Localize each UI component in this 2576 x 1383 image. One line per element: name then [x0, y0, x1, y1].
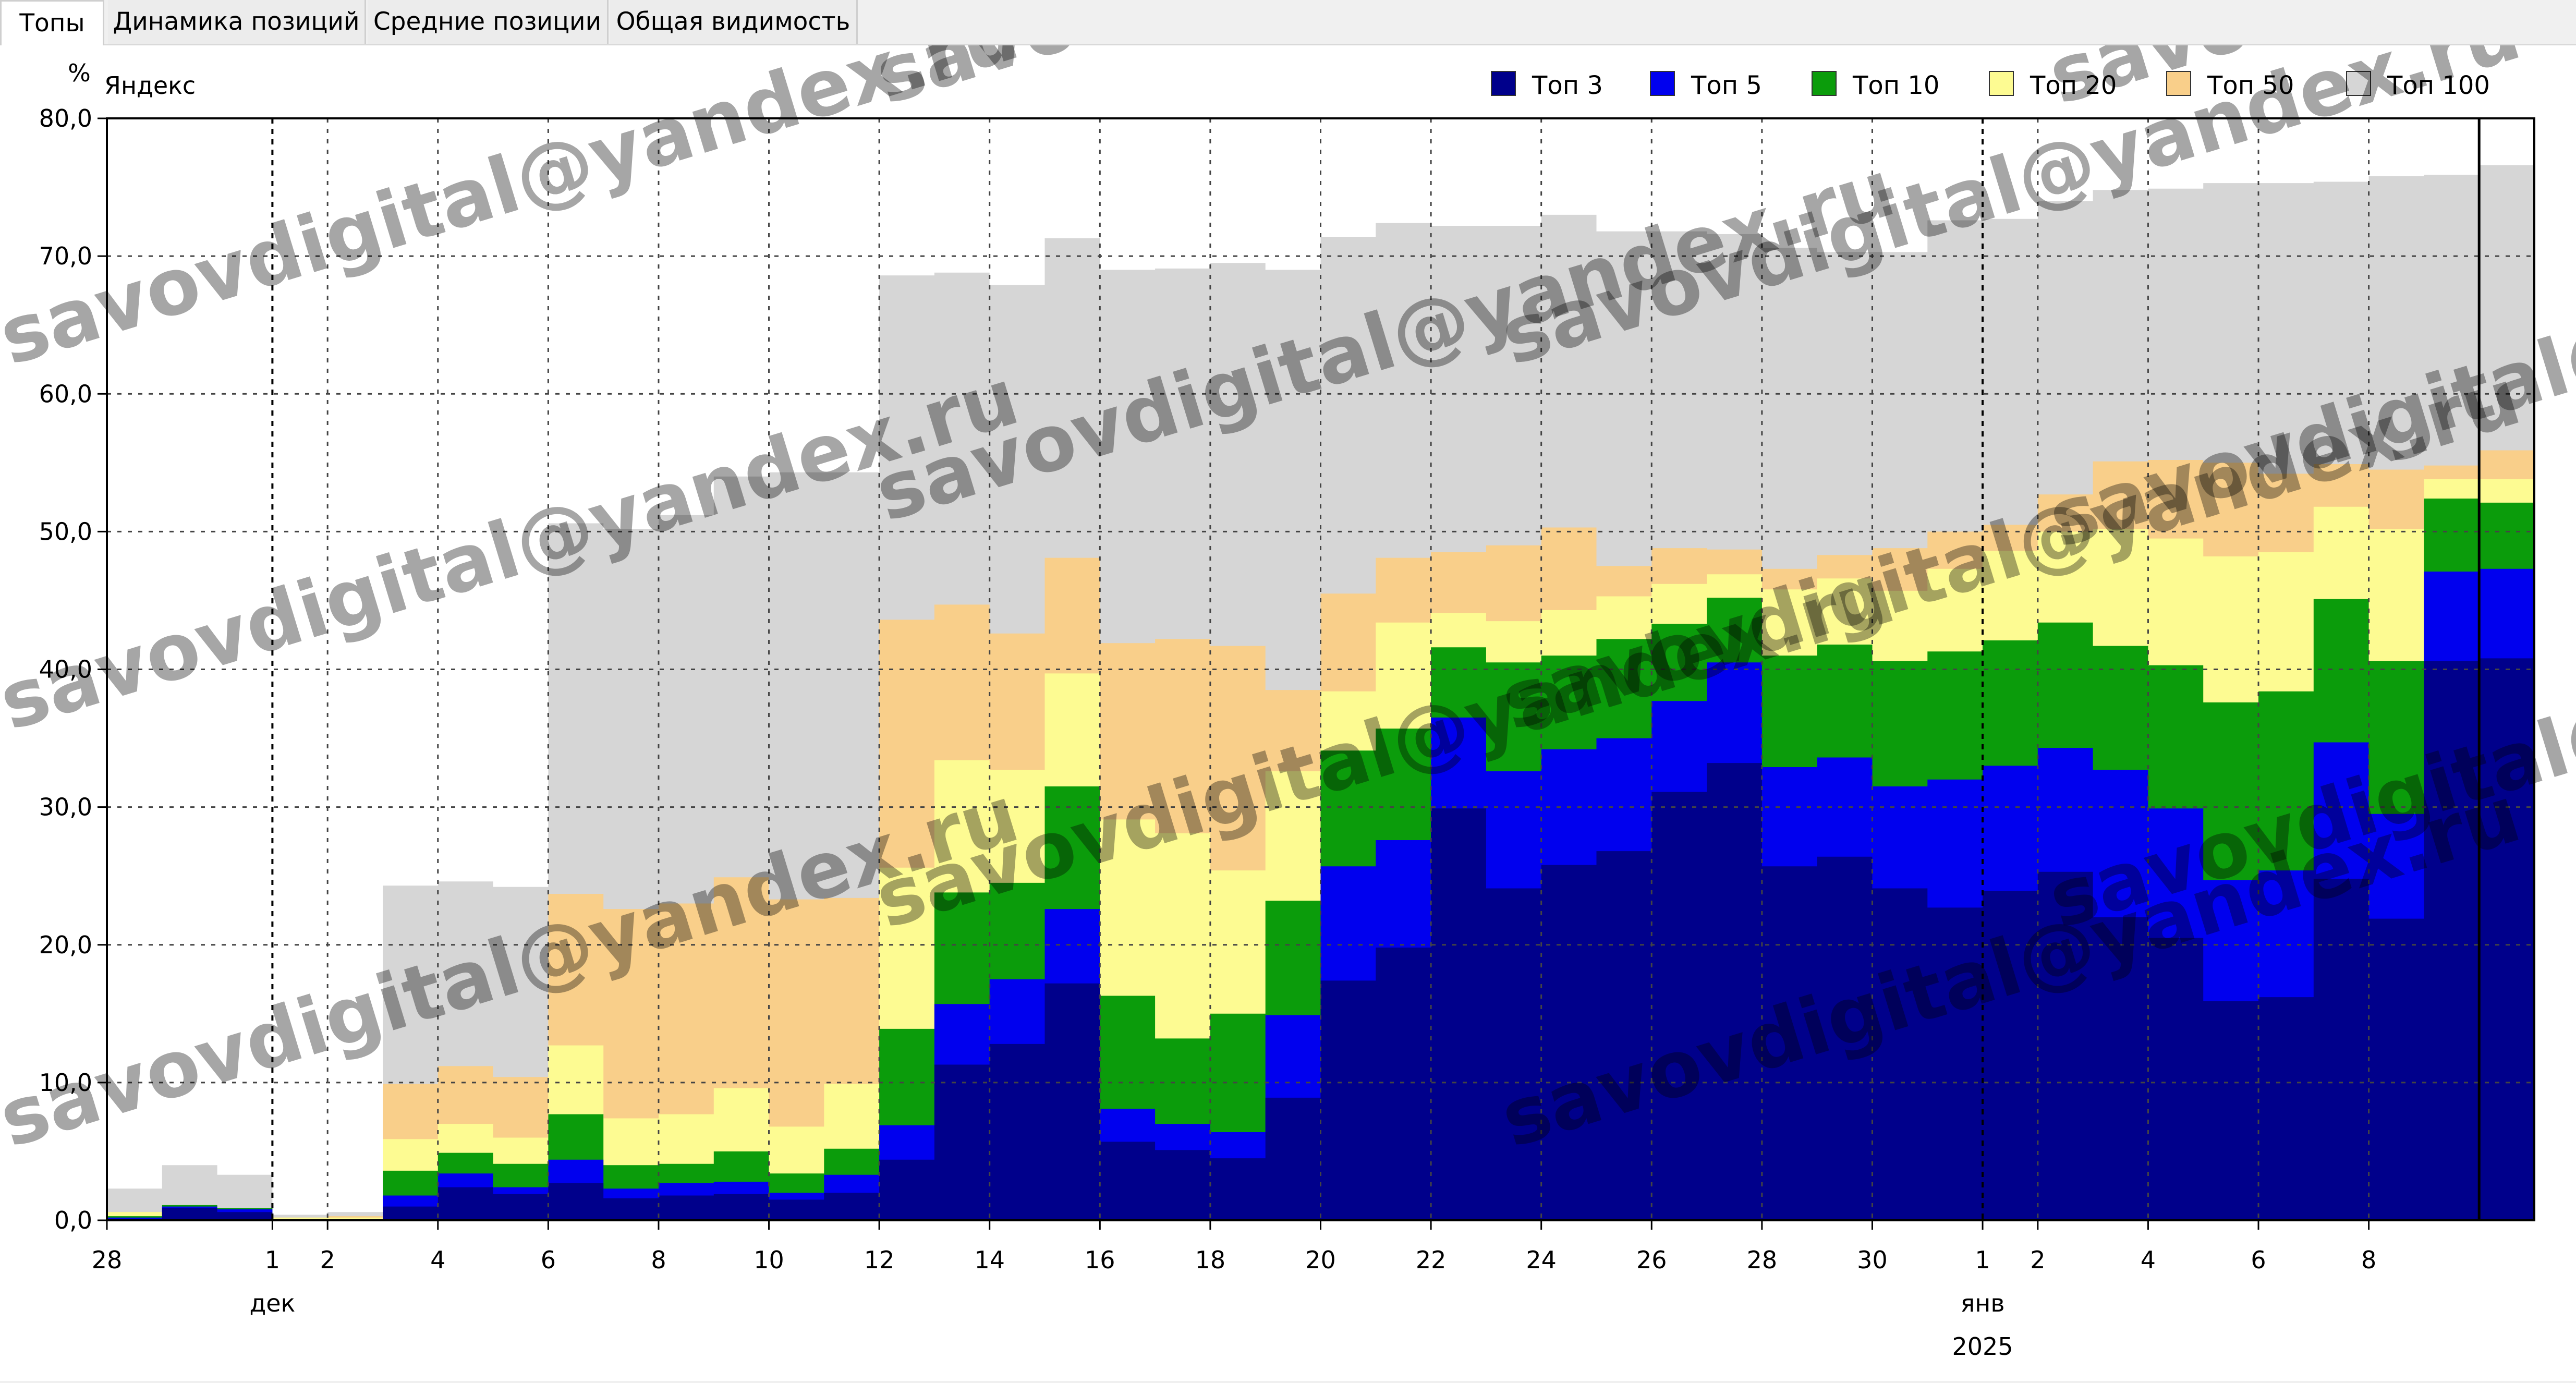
y-tick-label: 70,0 — [39, 242, 92, 270]
chart-title: Яндекс — [104, 71, 196, 100]
y-tick-label: 10,0 — [39, 1069, 92, 1097]
tab-overall-visibility[interactable]: Общая видимость — [610, 0, 858, 44]
legend-swatch — [1989, 71, 2014, 96]
legend-swatch — [1812, 71, 1837, 96]
legend: Топ 3 Топ 5 Топ 10 Топ 20 Топ 50 Топ 100 — [1491, 71, 2490, 100]
month-boundary-lines — [271, 118, 2481, 1220]
x-tick-label: 28 — [92, 1246, 123, 1274]
y-tick-label: 0,0 — [54, 1206, 92, 1234]
legend-label: Топ 10 — [1852, 71, 1939, 100]
year-label: 2025 — [1952, 1332, 2013, 1361]
x-tick-label: 4 — [430, 1246, 445, 1274]
x-tick-label: 4 — [2141, 1246, 2156, 1274]
y-axis: 0,0 10,0 20,0 30,0 40,0 50,0 60,0 70,0 80,0 — [39, 104, 107, 1234]
legend-label: Топ 50 — [2207, 71, 2294, 100]
legend-swatch — [1650, 71, 1675, 96]
y-axis-unit: % — [68, 59, 91, 87]
x-tick-label: 14 — [974, 1246, 1005, 1274]
tab-tops[interactable]: Топы — [0, 0, 104, 46]
x-tick-label: 1 — [265, 1246, 280, 1274]
month-label: дек — [249, 1289, 295, 1317]
x-tick-label: 10 — [754, 1246, 784, 1274]
y-tick-label: 40,0 — [39, 656, 92, 684]
tab-average-positions[interactable]: Средние позиции — [368, 0, 609, 44]
series-areas — [107, 165, 2534, 1220]
x-tick-label: 22 — [1416, 1246, 1447, 1274]
y-tick-label: 50,0 — [39, 517, 92, 545]
tab-bar: Топы Динамика позиций Средние позиции Об… — [0, 0, 2576, 46]
x-tick-label: 6 — [541, 1246, 556, 1274]
x-tick-label: 8 — [651, 1246, 666, 1274]
x-tick-label: 12 — [864, 1246, 895, 1274]
series-area-топ-3 — [107, 658, 2534, 1220]
x-tick-label: 16 — [1085, 1246, 1115, 1274]
legend-label: Топ 3 — [1532, 71, 1603, 100]
legend-swatch — [1491, 71, 1516, 96]
x-tick-label: 1 — [1975, 1246, 1990, 1274]
tab-position-dynamics[interactable]: Динамика позиций — [108, 0, 366, 44]
x-tick-label: 2 — [320, 1246, 335, 1274]
y-tick-label: 20,0 — [39, 931, 92, 959]
x-tick-label: 26 — [1636, 1246, 1667, 1274]
x-tick-label: 24 — [1526, 1246, 1557, 1274]
month-label: янв — [1961, 1289, 2005, 1317]
x-tick-label: 8 — [2361, 1246, 2376, 1274]
legend-label: Топ 100 — [2387, 71, 2490, 100]
legend-label: Топ 5 — [1691, 71, 1762, 100]
x-tick-label: 20 — [1305, 1246, 1336, 1274]
y-tick-label: 80,0 — [39, 104, 92, 132]
legend-swatch — [2346, 71, 2371, 96]
x-tick-label: 18 — [1195, 1246, 1226, 1274]
x-tick-label: 30 — [1857, 1246, 1888, 1274]
grid-lines — [107, 118, 2534, 1220]
legend-swatch — [2166, 71, 2191, 96]
legend-label: Топ 20 — [2030, 71, 2117, 100]
x-tick-label: 6 — [2251, 1246, 2266, 1274]
x-tick-label: 28 — [1747, 1246, 1778, 1274]
y-tick-label: 60,0 — [39, 380, 92, 408]
y-tick-label: 30,0 — [39, 793, 92, 821]
x-tick-label: 2 — [2030, 1246, 2045, 1274]
